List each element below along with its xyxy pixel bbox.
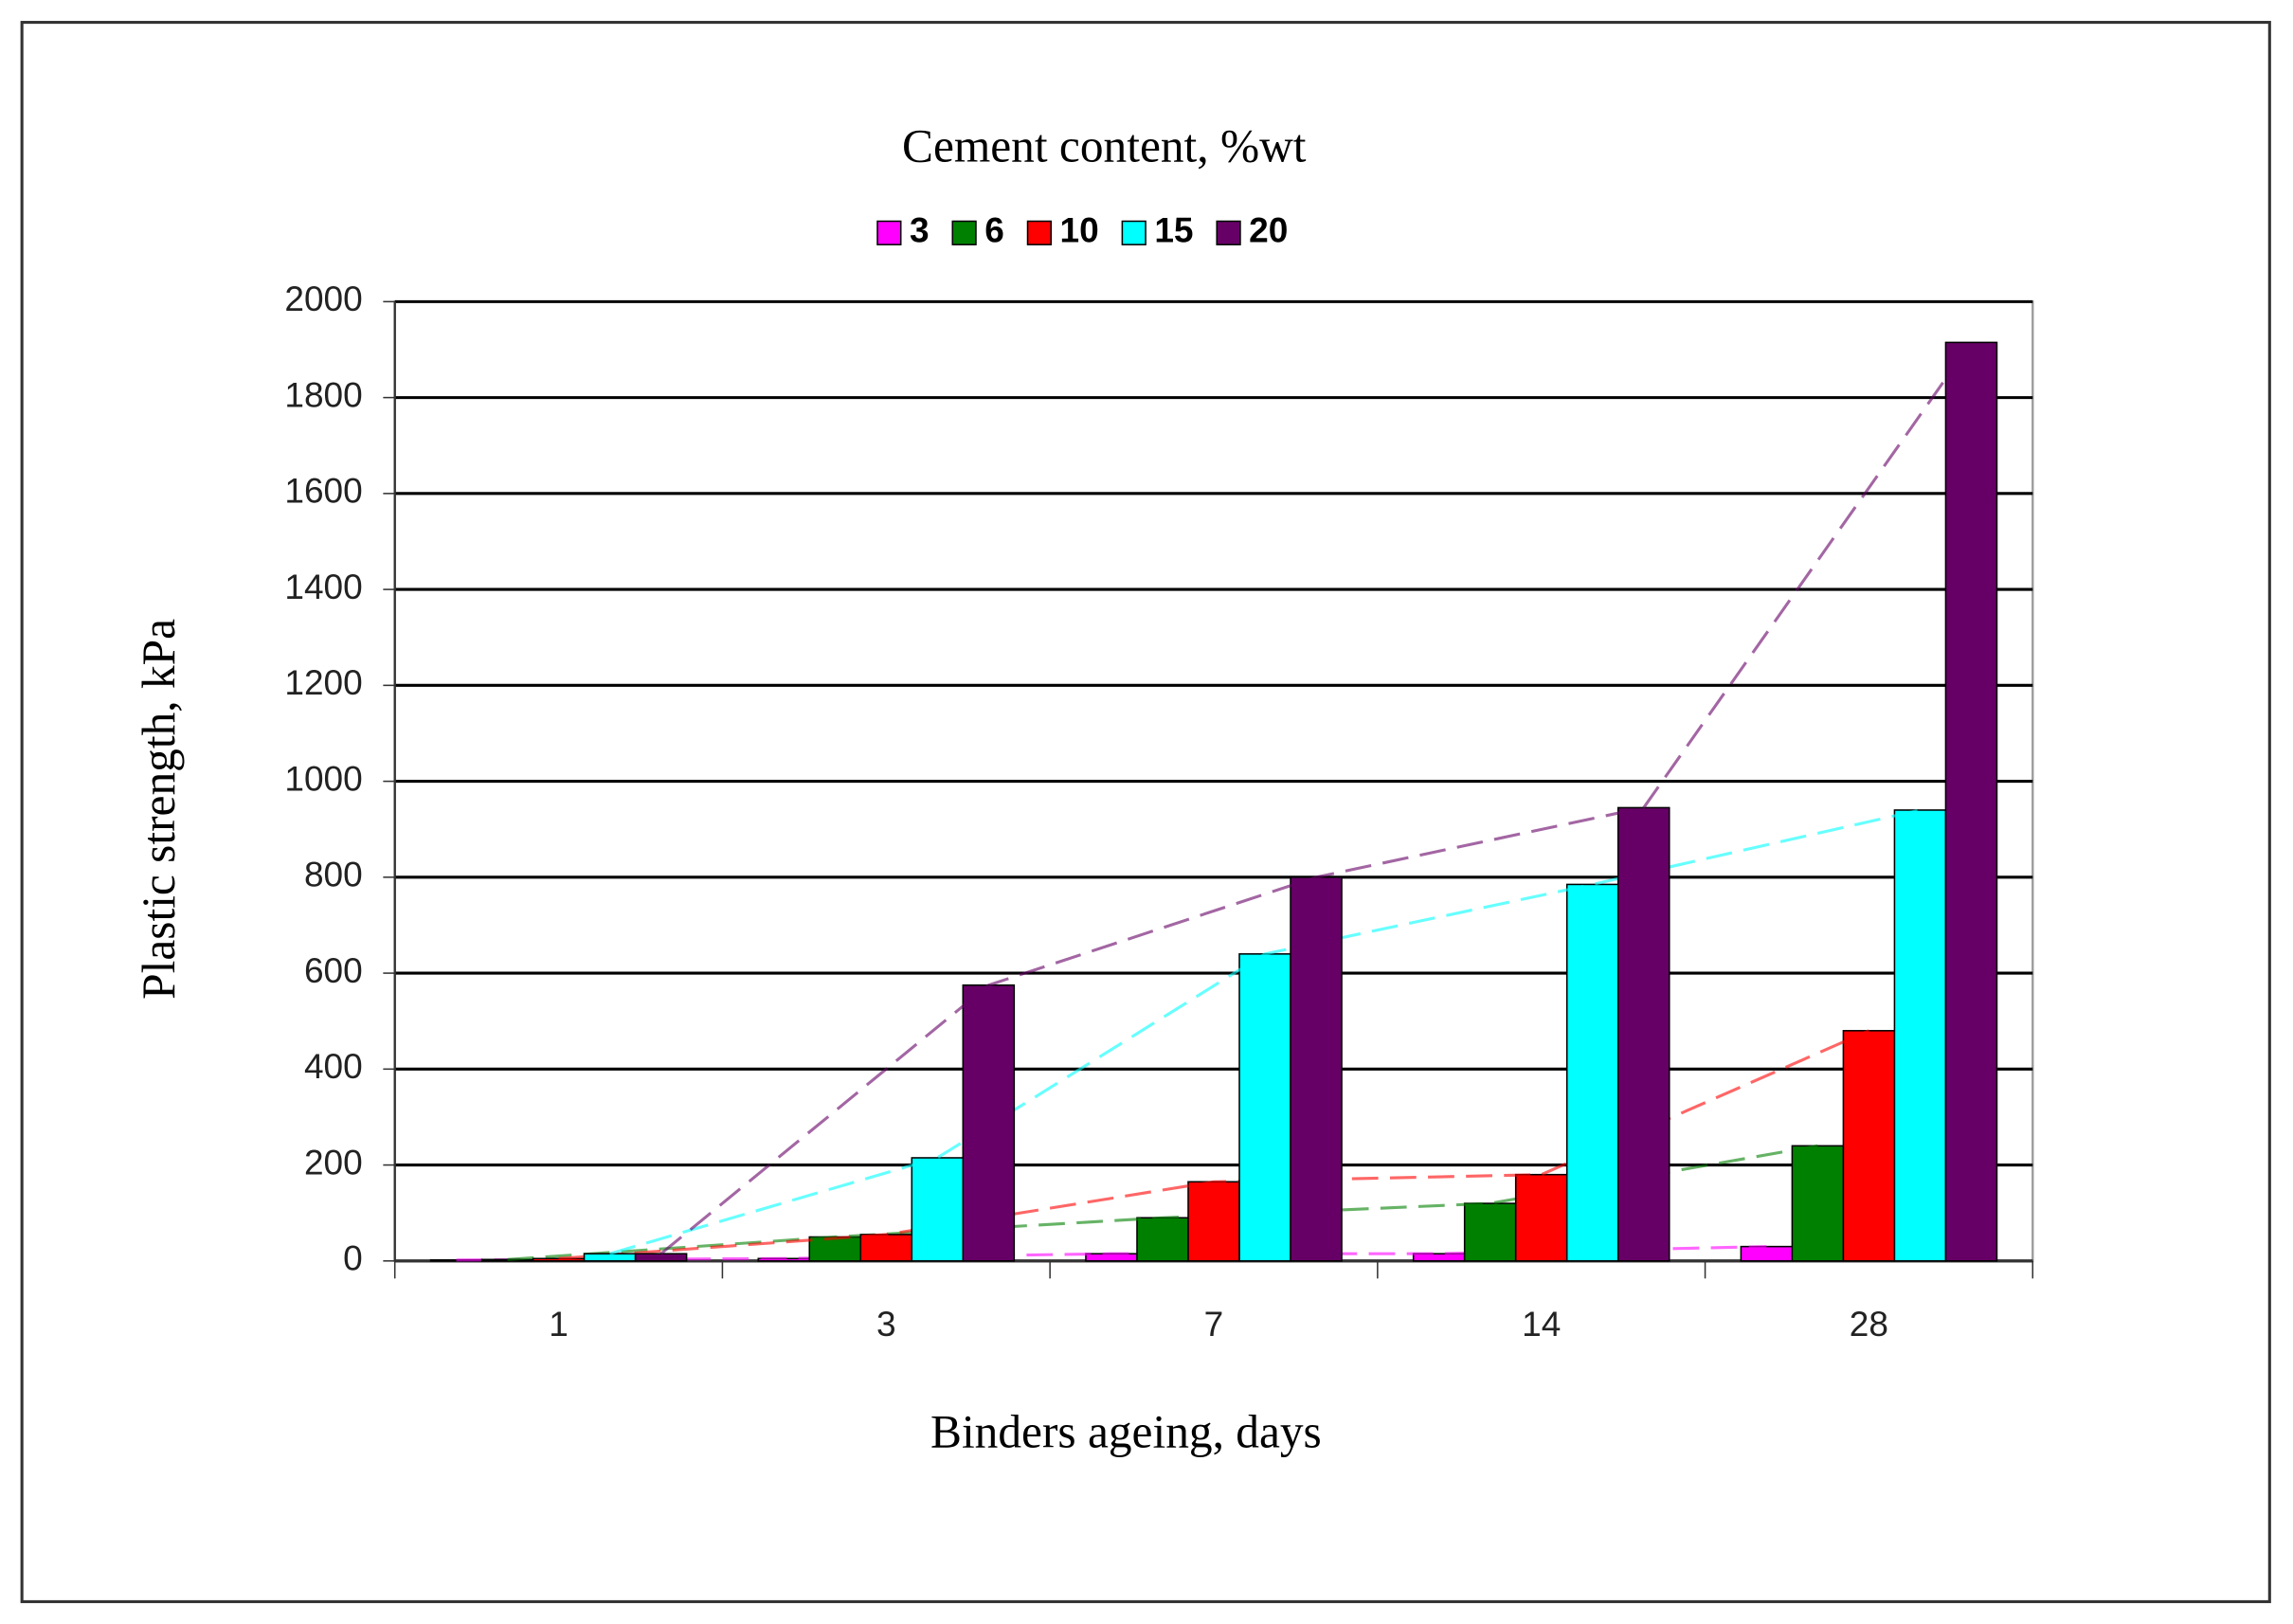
legend-swatch bbox=[876, 220, 902, 245]
trend-line bbox=[456, 1245, 1767, 1262]
bar bbox=[1187, 1181, 1240, 1262]
legend-label: 15 bbox=[1154, 210, 1193, 250]
bar bbox=[1238, 953, 1291, 1262]
legend-label: 3 bbox=[910, 210, 930, 250]
bar bbox=[859, 1234, 913, 1262]
legend-swatch bbox=[1216, 220, 1241, 245]
trend-line bbox=[659, 341, 1973, 1255]
bar bbox=[962, 983, 1016, 1262]
x-tick-label: 3 bbox=[876, 1304, 896, 1344]
bar bbox=[1616, 806, 1670, 1262]
bar bbox=[1842, 1030, 1896, 1262]
bar bbox=[1136, 1217, 1189, 1262]
bar bbox=[1791, 1145, 1845, 1262]
y-tick-label: 1000 bbox=[284, 758, 362, 798]
bar bbox=[911, 1157, 965, 1262]
bar bbox=[583, 1253, 637, 1262]
bar bbox=[1565, 883, 1619, 1262]
bar bbox=[1290, 876, 1343, 1262]
legend-label: 20 bbox=[1249, 210, 1288, 250]
legend-swatch bbox=[951, 220, 977, 245]
y-tick-label: 800 bbox=[304, 855, 363, 894]
legend-swatch bbox=[1026, 220, 1053, 245]
bar bbox=[1893, 809, 1947, 1262]
bar bbox=[1944, 341, 1998, 1262]
chart-title: Cement content, %wt bbox=[902, 120, 1307, 172]
y-tick-label: 0 bbox=[343, 1238, 363, 1278]
bar bbox=[1740, 1245, 1794, 1262]
x-tick-label: 7 bbox=[1204, 1304, 1224, 1344]
y-tick-label: 600 bbox=[304, 950, 363, 990]
y-tick-label: 1200 bbox=[284, 662, 362, 702]
bar bbox=[1463, 1202, 1517, 1262]
bar bbox=[634, 1253, 688, 1262]
x-tick-label: 14 bbox=[1522, 1304, 1561, 1344]
x-tick-label: 1 bbox=[549, 1304, 569, 1344]
x-axis-title: Binders ageing, days bbox=[930, 1405, 1322, 1457]
bar bbox=[532, 1257, 586, 1262]
x-tick-label: 28 bbox=[1850, 1304, 1888, 1344]
bar bbox=[1514, 1173, 1568, 1262]
trend-line bbox=[609, 808, 1921, 1255]
legend: 3 6 10 15 20 bbox=[876, 210, 1288, 250]
legend-label: 10 bbox=[1059, 210, 1098, 250]
y-axis-title: Plastic strength, kPa bbox=[133, 619, 185, 1000]
y-tick-label: 1400 bbox=[284, 567, 362, 606]
y-tick-label: 2000 bbox=[284, 279, 362, 318]
y-tick-label: 400 bbox=[304, 1046, 363, 1086]
legend-label: 6 bbox=[984, 210, 1004, 250]
y-tick-label: 200 bbox=[304, 1142, 363, 1182]
y-tick-label: 1800 bbox=[284, 374, 362, 414]
y-tick-label: 1600 bbox=[284, 471, 362, 511]
bar bbox=[808, 1236, 862, 1262]
trend-line bbox=[507, 1144, 1818, 1261]
legend-swatch bbox=[1121, 220, 1146, 245]
